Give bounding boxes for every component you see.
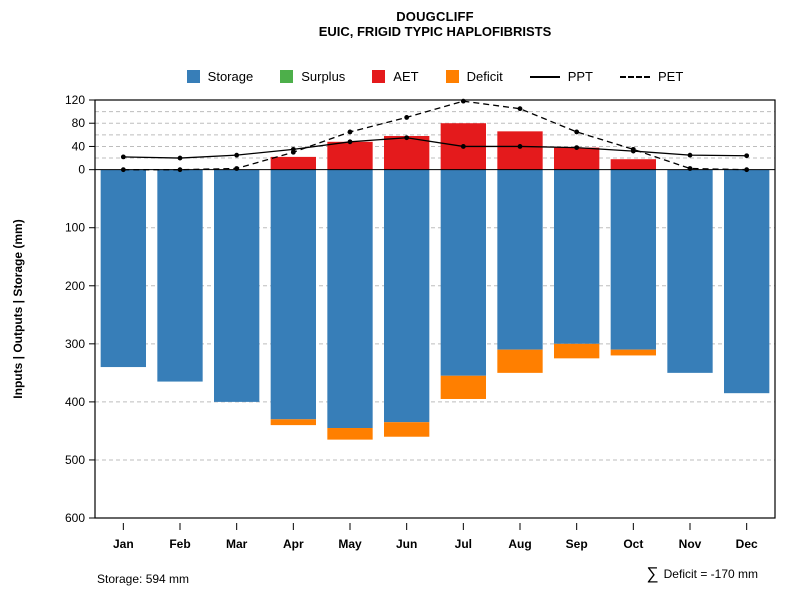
aet-bar <box>497 131 543 170</box>
ppt-line-point <box>120 154 126 160</box>
ppt-line-point <box>234 152 240 158</box>
storage-footnote: Storage: 594 mm <box>97 572 190 586</box>
deficit-bar <box>497 349 543 373</box>
ppt-line-point <box>460 144 466 149</box>
y-tick-label: 80 <box>72 116 86 130</box>
storage-bar <box>327 169 373 429</box>
aet-bar <box>554 147 600 170</box>
y-tick-label: 200 <box>65 279 85 293</box>
y-tick-label: 0 <box>78 163 85 177</box>
pet-line-point <box>234 166 240 171</box>
legend-label-surplus: Surplus <box>301 69 346 84</box>
x-tick-label: Nov <box>679 537 702 551</box>
storage-bar <box>214 169 260 402</box>
pet-line-point <box>517 106 523 112</box>
deficit-total: Deficit = -170 mm <box>663 566 758 581</box>
storage-bar <box>270 169 316 420</box>
x-tick-label: Jun <box>396 537 417 551</box>
ppt-line-point <box>290 146 296 152</box>
x-tick-label: Apr <box>283 537 304 551</box>
legend-swatch-surplus <box>280 70 294 83</box>
legend-item-ppt: PPT <box>529 69 594 84</box>
y-tick-label: 500 <box>65 453 85 467</box>
storage-bar <box>157 169 203 382</box>
legend-swatch-deficit <box>445 70 459 83</box>
deficit-bar <box>554 343 600 359</box>
deficit-bar <box>384 422 430 437</box>
legend-swatch-storage <box>186 70 200 83</box>
legend-label-deficit: Deficit <box>466 69 503 84</box>
legend-swatch-aet <box>372 70 386 83</box>
pet-line-point <box>120 167 126 173</box>
storage-bar <box>724 169 770 394</box>
x-tick-label: Dec <box>736 537 758 551</box>
pet-line-point <box>404 115 410 120</box>
deficit-bar <box>440 375 486 399</box>
storage-bar <box>384 169 430 423</box>
ppt-line <box>123 137 747 159</box>
ppt-line-point <box>347 139 353 145</box>
storage-bar <box>100 169 146 368</box>
deficit-bar <box>610 349 656 356</box>
legend-line-ppt <box>529 75 560 78</box>
legend-item-surplus: Surplus <box>280 69 345 84</box>
legend-item-pet: PET <box>620 69 683 84</box>
chart-legend: Storage Surplus AET Deficit PPT PET <box>95 69 775 84</box>
pet-line-point <box>687 166 693 171</box>
storage-bar <box>610 169 656 350</box>
legend-line-pet <box>620 75 651 78</box>
deficit-bar <box>327 428 373 440</box>
legend-label-storage: Storage <box>207 69 254 84</box>
legend-label-ppt: PPT <box>567 69 594 84</box>
ppt-line-point <box>744 153 750 159</box>
ppt-line-point <box>574 145 580 151</box>
pet-line-point <box>347 129 353 135</box>
legend-item-storage: Storage <box>186 69 254 84</box>
legend-item-aet: AET <box>372 69 419 84</box>
storage-bar <box>554 169 600 344</box>
pet-line-point <box>744 167 750 173</box>
legend-label-pet: PET <box>658 69 684 84</box>
sigma-symbol: ∑ <box>646 564 659 583</box>
x-tick-label: Jan <box>113 537 134 551</box>
x-tick-label: May <box>338 537 362 551</box>
legend-label-aet: AET <box>393 69 419 84</box>
y-tick-label: 40 <box>72 139 86 153</box>
x-tick-label: Jul <box>455 537 472 551</box>
storage-bar <box>440 169 486 376</box>
deficit-bar <box>270 419 316 426</box>
plot-border <box>94 99 776 519</box>
y-tick-label: 100 <box>65 221 85 235</box>
chart-title: DOUGCLIFF <box>396 9 474 24</box>
chart-subtitle: EUIC, FRIGID TYPIC HAPLOFIBRISTS <box>318 24 552 39</box>
y-axis-title: Inputs | Outputs | Storage (mm) <box>11 219 25 398</box>
pet-line-point <box>177 167 183 173</box>
storage-bar <box>497 169 543 350</box>
pet-line <box>123 100 747 171</box>
pet-line-point <box>574 129 580 135</box>
y-tick-label: 300 <box>65 337 85 351</box>
ppt-line-point <box>630 148 636 154</box>
x-tick-label: Feb <box>169 537 190 551</box>
ppt-line-point <box>404 135 410 141</box>
y-tick-label: 600 <box>65 511 85 525</box>
aet-bar <box>610 159 656 170</box>
x-tick-label: Mar <box>226 537 248 551</box>
storage-bar <box>667 169 713 373</box>
ppt-line-point <box>517 144 523 149</box>
ppt-line-point <box>177 155 183 161</box>
aet-bar <box>384 135 430 170</box>
x-tick-label: Oct <box>623 537 643 551</box>
aet-bar <box>327 141 373 170</box>
x-tick-label: Aug <box>508 537 531 551</box>
x-tick-label: Sep <box>566 537 588 551</box>
y-tick-label: 120 <box>65 93 85 107</box>
aet-bar <box>270 156 316 170</box>
ppt-line-point <box>687 152 693 158</box>
y-tick-label: 400 <box>65 395 85 409</box>
deficit-footnote: ∑ Deficit = -170 mm <box>647 565 758 582</box>
legend-item-deficit: Deficit <box>445 69 503 84</box>
